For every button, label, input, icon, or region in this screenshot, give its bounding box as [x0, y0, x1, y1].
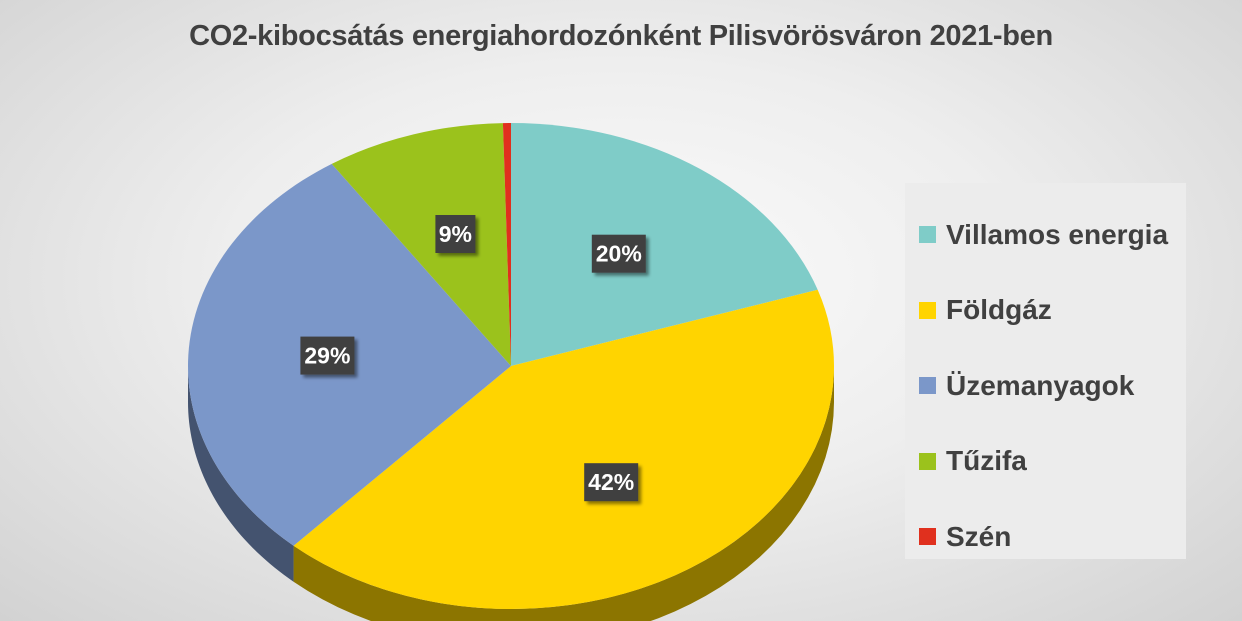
pie-slice-4	[502, 123, 511, 366]
data-label-text: 9%	[439, 221, 472, 247]
data-label-1: 42%	[584, 463, 639, 502]
data-label-box	[591, 234, 646, 273]
data-label-box	[584, 463, 639, 502]
legend-label: Villamos energia	[946, 218, 1169, 250]
legend-swatch	[919, 301, 936, 319]
data-label-2: 29%	[300, 336, 355, 375]
chart-title: CO2-kibocsátás energiahordozónként Pilis…	[189, 20, 1053, 52]
legend-swatch	[919, 226, 936, 244]
data-label-0: 20%	[591, 234, 646, 273]
legend-item-tuzifa: Tűzifa	[905, 424, 1186, 500]
pie-side-2	[188, 366, 294, 582]
data-label-text: 42%	[588, 469, 634, 495]
pie-slices	[188, 123, 835, 610]
pie-side-1	[293, 366, 834, 621]
legend-label: Földgáz	[946, 294, 1052, 326]
legend-label: Tűzifa	[946, 445, 1027, 477]
legend: Villamos energia Földgáz Üzemanyagok Tűz…	[905, 183, 1186, 559]
data-labels: 20% 42% 29% 9%	[300, 215, 646, 502]
legend-item-szen: Szén	[905, 499, 1186, 575]
legend-item-villamos-energia: Villamos energia	[905, 197, 1186, 273]
data-label-3: 9%	[435, 215, 476, 253]
data-label-box	[300, 336, 355, 375]
legend-swatch	[919, 452, 936, 470]
data-label-text: 20%	[596, 241, 642, 267]
pie-slice-3	[331, 123, 511, 366]
data-label-box	[435, 215, 476, 253]
legend-label: Szén	[946, 520, 1012, 552]
legend-item-foldgaz: Földgáz	[905, 273, 1186, 349]
legend-swatch	[919, 528, 936, 546]
legend-swatch	[919, 377, 936, 395]
legend-item-uzemanyagok: Üzemanyagok	[905, 348, 1186, 424]
pie-slice-0	[511, 123, 818, 366]
pie-slice-1	[293, 289, 835, 610]
data-label-text: 29%	[304, 343, 350, 369]
legend-label: Üzemanyagok	[946, 369, 1135, 401]
pie-side-walls	[188, 366, 834, 621]
